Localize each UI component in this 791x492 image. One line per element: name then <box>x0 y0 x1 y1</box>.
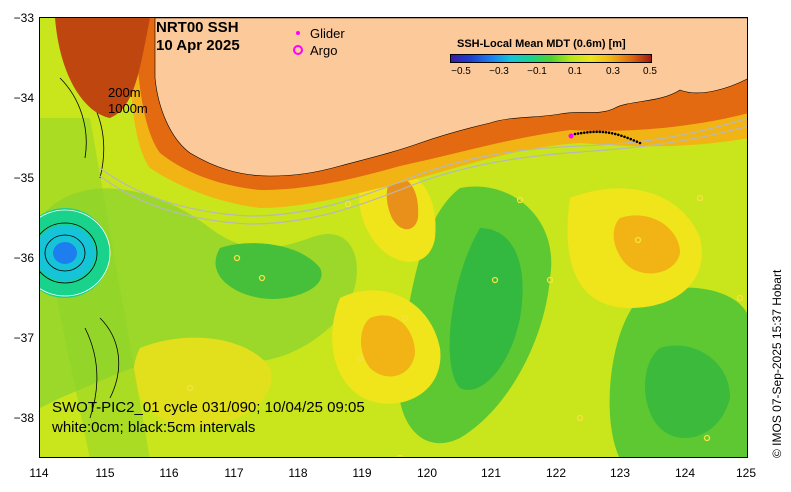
green-anomaly <box>449 228 523 390</box>
west-shelf <box>55 18 150 118</box>
glider-track-point[interactable] <box>632 139 636 142</box>
x-tick-label: 115 <box>95 466 115 480</box>
glider-track-point[interactable] <box>617 133 620 137</box>
x-tick-label: 122 <box>545 466 567 480</box>
argo-floats[interactable] <box>186 194 744 459</box>
x-tick-label: 121 <box>480 466 502 480</box>
y-tick-label: −36 <box>13 251 34 265</box>
glider-legend-label: Glider <box>310 26 345 41</box>
glider-track-point[interactable] <box>623 135 626 139</box>
product-date: 10 Apr 2025 <box>156 37 240 54</box>
y-tick-label: −34 <box>13 91 34 105</box>
glider-track-point[interactable] <box>576 132 580 135</box>
colorbar-tick: 0.1 <box>568 66 582 77</box>
colorbar <box>450 54 652 63</box>
cold-eddy <box>53 242 77 264</box>
glider-track-point[interactable] <box>610 131 614 135</box>
glider-track-point[interactable] <box>592 130 595 134</box>
glider-track-point[interactable] <box>573 132 577 136</box>
x-tick-label: 119 <box>352 466 372 480</box>
colorbar-tick: 0.3 <box>606 66 620 77</box>
colorbar-tick: −0.5 <box>451 66 471 77</box>
glider-track-point[interactable] <box>595 130 598 134</box>
yellow-anomaly <box>133 337 272 428</box>
glider-track-point[interactable] <box>598 130 602 134</box>
x-tick-label: 123 <box>609 466 631 480</box>
swot-swath <box>40 118 150 457</box>
y-tick-label: −35 <box>13 171 34 185</box>
green-anomaly <box>645 345 730 438</box>
credit-label: © IMOS 07-Sep-2025 15:37 Hobart <box>770 269 784 458</box>
argo-legend-label: Argo <box>310 43 338 58</box>
y-tick-label: −33 <box>13 11 34 25</box>
argo-legend-icon <box>293 45 303 55</box>
y-tick-label: −38 <box>13 411 34 425</box>
x-tick-label: 118 <box>288 466 308 480</box>
glider-track-point[interactable] <box>607 131 611 135</box>
swot-pass-label: SWOT-PIC2_01 cycle 031/090; 10/04/25 09:… <box>52 399 365 416</box>
isobath-label-1000m: 1000m <box>108 101 148 116</box>
glider-track-point[interactable] <box>582 131 586 134</box>
x-tick-label: 120 <box>416 466 438 480</box>
glider-track-point[interactable] <box>629 137 633 141</box>
orange-anomaly <box>386 177 419 230</box>
orange-anomaly <box>613 215 680 274</box>
x-tick-label: 117 <box>224 466 244 480</box>
glider-track-point[interactable] <box>579 131 583 135</box>
colorbar-tick: −0.1 <box>527 66 547 77</box>
glider-track-point[interactable] <box>589 130 592 134</box>
x-tick-label: 125 <box>735 466 757 480</box>
glider-track-point[interactable] <box>604 131 608 134</box>
glider-legend-icon <box>296 31 300 35</box>
y-tick-label: −37 <box>13 331 34 345</box>
glider-track-point[interactable] <box>613 132 617 136</box>
x-tick-label: 114 <box>29 466 49 480</box>
glider-track-point[interactable] <box>635 140 639 143</box>
glider-track-point[interactable] <box>620 134 623 138</box>
glider-start[interactable] <box>568 133 574 139</box>
green-anomaly <box>215 243 322 299</box>
colorbar-tick: −0.3 <box>489 66 509 77</box>
map-frame[interactable] <box>39 17 748 458</box>
isobath-label-200m: 200m <box>108 85 141 100</box>
glider-track-point[interactable] <box>601 130 605 134</box>
glider-track-point[interactable] <box>638 141 642 145</box>
colorbar-tick: 0.5 <box>643 66 657 77</box>
orange-anomaly <box>361 315 415 377</box>
isobath-1000m <box>99 125 747 225</box>
glider-track-point[interactable] <box>586 131 589 134</box>
product-title: NRT00 SSH <box>156 19 239 36</box>
contour-interval-label: white:0cm; black:5cm intervals <box>52 419 256 436</box>
ssh-map <box>40 18 747 459</box>
x-tick-label: 116 <box>159 466 179 480</box>
glider-track-point[interactable] <box>626 136 629 140</box>
glider-track[interactable] <box>573 130 642 145</box>
x-tick-label: 124 <box>674 466 696 480</box>
colorbar-title: SSH-Local Mean MDT (0.6m) [m] <box>457 38 626 50</box>
